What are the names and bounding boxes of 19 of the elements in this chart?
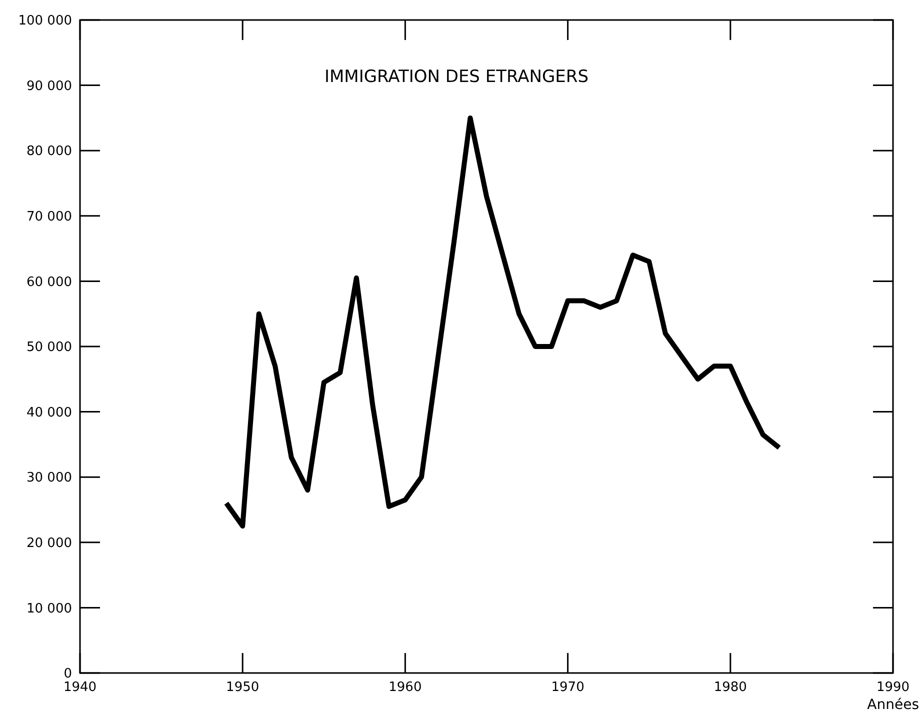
x-tick-label: 1970: [551, 680, 584, 695]
x-tick-label: 1990: [876, 680, 910, 695]
y-tick-label: 50 000: [26, 340, 72, 356]
y-tick-label: 100 000: [18, 14, 72, 29]
y-tick-label: 10 000: [26, 601, 72, 616]
y-tick-label: 60 000: [26, 274, 72, 290]
x-tick-label: 1980: [714, 680, 747, 695]
y-tick-label: 30 000: [26, 470, 72, 486]
x-tick-label: 1950: [226, 680, 260, 695]
y-tick-label: 90 000: [26, 78, 72, 94]
y-tick-label: 20 000: [26, 536, 72, 551]
y-tick-label: 0: [64, 666, 72, 682]
x-axis-title: Années: [867, 697, 919, 713]
x-tick-label: 1940: [63, 680, 97, 695]
y-tick-label: 40 000: [26, 405, 72, 420]
y-tick-label: 80 000: [26, 144, 72, 160]
y-tick-label: 70 000: [26, 209, 72, 224]
x-tick-label: 1960: [388, 680, 422, 695]
text: IMMIGRATION DES ETRANGERS: [324, 67, 589, 87]
